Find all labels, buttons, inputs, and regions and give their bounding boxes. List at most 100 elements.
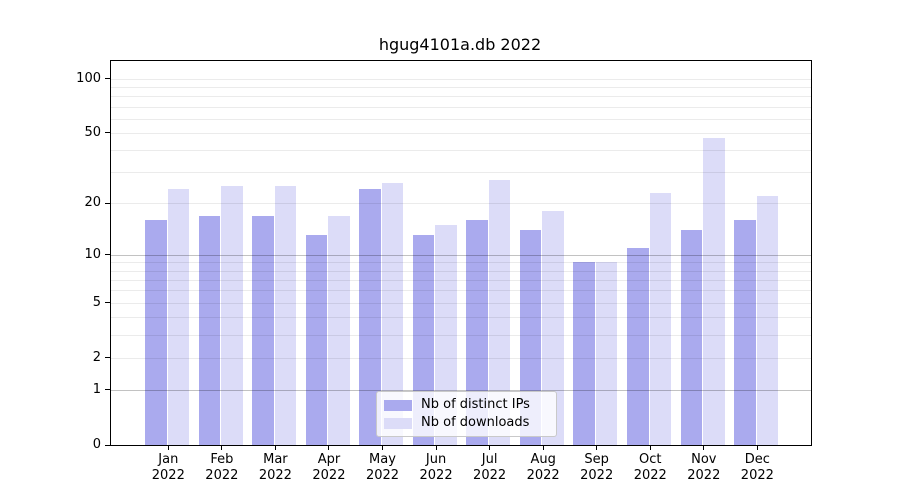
gridline-20 [111,203,811,204]
gridline-9 [111,262,811,263]
x-tick-label-dec: Dec 2022 [741,452,774,483]
bar-distinct-ips-apr [305,235,328,445]
bar-distinct-ips-nov [680,229,703,445]
bar-downloads-dec [756,196,779,445]
x-tick-label-month: Nov [691,452,717,467]
gridline-6 [111,290,811,291]
gridline-2 [111,358,811,359]
y-tick-mark-100 [105,78,111,80]
y-tick-mark-20 [105,202,111,204]
x-tick-label-sep: Sep 2022 [580,452,613,483]
gridline-60 [111,119,811,120]
y-tick-mark-1 [105,389,111,391]
bar-distinct-ips-dec [734,220,756,445]
gridline-100 [111,79,811,80]
y-tick-label-50: 50 [84,124,101,140]
x-tick-label-year: 2022 [473,467,507,483]
y-tick-mark-10 [105,254,111,256]
y-tick-mark-50 [105,132,111,134]
x-tick-label-year: 2022 [633,467,667,483]
x-tick-label-year: 2022 [687,467,721,483]
x-tick-label-nov: Nov 2022 [687,452,720,483]
bar-downloads-jun [435,224,457,445]
x-tick-label-year: 2022 [740,467,774,483]
x-tick-label-year: 2022 [526,467,560,483]
x-tick-label-year: 2022 [419,467,453,483]
gridline-7 [111,280,811,281]
x-tick-label-may: May 2022 [366,452,399,483]
x-tick-mark-sep [596,445,598,450]
x-tick-mark-may [382,445,383,450]
x-tick-label-apr: Apr 2022 [312,452,345,483]
gridline-1 [111,390,811,391]
x-tick-label-year: 2022 [258,467,292,483]
x-tick-label-jun: Jun 2022 [420,452,453,483]
x-tick-label-jan: Jan 2022 [152,452,185,483]
y-tick-mark-2 [105,357,111,359]
x-tick-label-mar: Mar 2022 [259,452,292,483]
x-tick-label-month: Jun [425,452,447,467]
legend-label-downloads: Nb of downloads [421,415,530,430]
x-tick-label-year: 2022 [580,467,614,483]
bar-distinct-ips-sep [573,262,595,445]
bar-downloads-jan [167,189,190,445]
bar-distinct-ips-oct [627,247,649,445]
x-tick-mark-nov [703,445,705,450]
bar-distinct-ips-may [359,189,381,445]
legend-item-distinct-ips: Nb of distinct IPs [384,398,556,412]
x-tick-label-month: Aug [530,452,556,467]
bar-downloads-jul [488,180,511,445]
y-tick-label-100: 100 [76,70,101,86]
x-tick-label-month: Mar [263,452,288,467]
gridline-70 [111,107,811,108]
bar-downloads-sep [595,262,618,445]
x-tick-label-month: Jan [158,452,179,467]
y-tick-mark-5 [105,302,111,304]
legend-swatch-downloads [384,417,412,429]
bar-downloads-feb [221,186,243,445]
gridline-10 [111,255,811,256]
x-tick-mark-feb [221,445,223,450]
x-tick-label-month: Jul [481,452,498,467]
x-tick-label-month: Dec [744,452,770,467]
bar-downloads-may [381,183,404,445]
x-tick-label-year: 2022 [205,467,239,483]
x-tick-mark-dec [756,445,758,450]
x-tick-label-month: May [369,452,396,467]
x-tick-label-month: Oct [639,452,662,467]
gridline-30 [111,172,811,173]
y-tick-label-20: 20 [84,195,101,211]
chart-title: hgug4101a.db 2022 [378,35,542,54]
x-tick-label-year: 2022 [312,467,346,483]
plot-area: Nb of distinct IPs Nb of downloads 100 50… [76,60,812,483]
x-tick-label-aug: Aug 2022 [527,452,560,483]
y-tick-label-2: 2 [92,349,101,365]
y-tick-label-1: 1 [92,381,101,397]
bar-downloads-nov [703,137,725,445]
x-tick-mark-aug [542,445,544,450]
legend-item-downloads: Nb of downloads [384,416,556,430]
gridline-50 [111,133,811,134]
bar-distinct-ips-jul [466,220,488,445]
bar-distinct-ips-feb [198,215,221,445]
legend-swatch-distinct-ips [384,399,412,411]
x-tick-mark-jan [167,445,169,450]
y-tick-label-10: 10 [84,246,101,262]
x-tick-label-oct: Oct 2022 [634,452,667,483]
bar-downloads-mar [274,186,297,445]
x-tick-mark-jul [489,445,491,450]
y-tick-mark-0 [105,444,111,446]
x-tick-label-month: Feb [210,452,234,467]
gridline-40 [111,150,811,151]
x-tick-mark-apr [328,445,330,450]
bar-downloads-oct [649,192,671,445]
x-tick-mark-jun [435,445,437,450]
bar-downloads-aug [542,211,564,445]
gridline-90 [111,87,811,88]
gridline-3 [111,335,811,336]
x-tick-label-month: Apr [317,452,341,467]
gridline-8 [111,271,811,272]
gridline-5 [111,303,811,304]
y-tick-label-0: 0 [92,437,101,452]
